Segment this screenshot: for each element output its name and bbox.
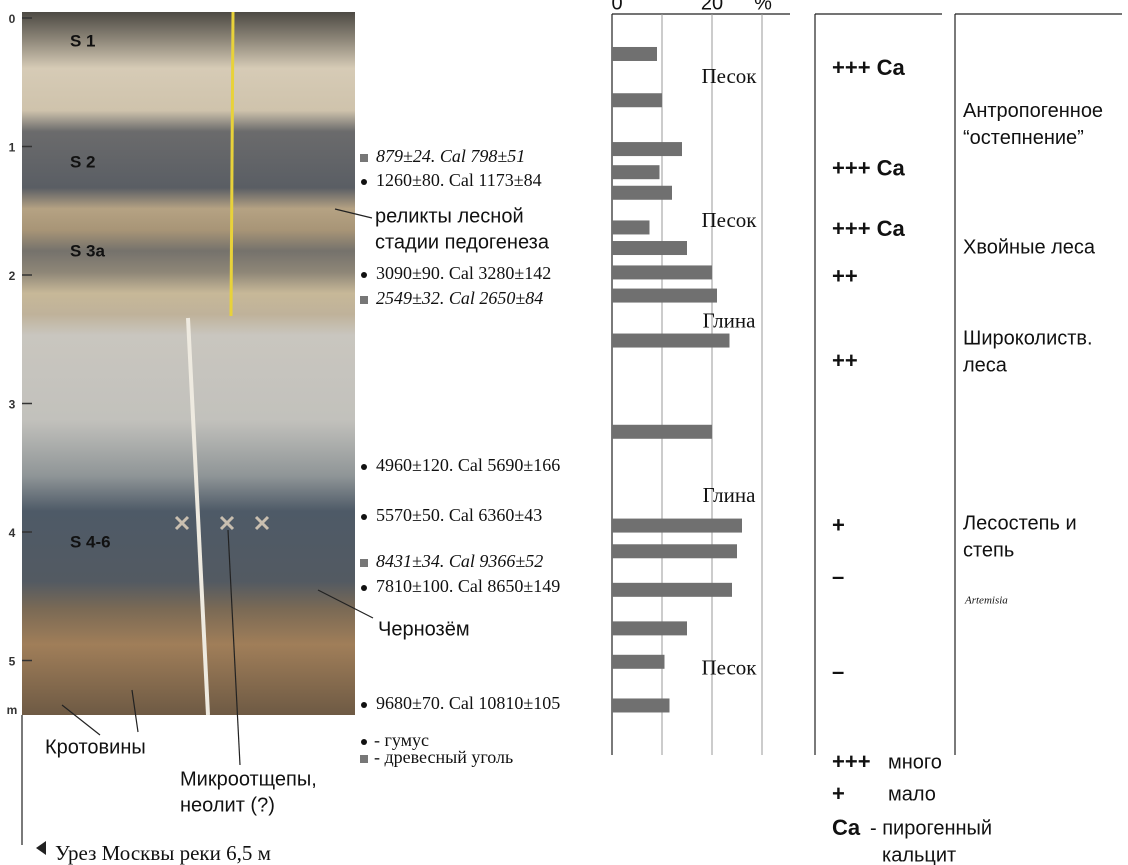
humus-marker: [361, 464, 367, 470]
horizon-label: S 1: [70, 31, 96, 50]
vegetation-label: Лесостепь и: [963, 512, 1077, 534]
bar: [612, 544, 737, 559]
date-label: 1260±80. Cal 1173±84: [376, 170, 542, 190]
annotation: стадии педогенеза: [375, 231, 550, 253]
humus-marker: [361, 585, 367, 591]
bar: [612, 333, 730, 348]
charcoal-marker: [360, 559, 368, 567]
date-label: 5570±50. Cal 6360±43: [376, 505, 542, 525]
vegetation-note: Artemisia: [964, 595, 1008, 607]
leader-lines: [61, 208, 374, 766]
bar: [612, 424, 712, 439]
calcite-legend-label: - пирогенный: [870, 817, 992, 839]
horizon-label: S 4-6: [70, 532, 111, 551]
texture-label: Глина: [703, 308, 757, 332]
calcite-mark: –: [832, 659, 844, 684]
calcite-legend-label: кальцит: [882, 844, 956, 865]
flake-marks: [174, 515, 270, 531]
vegetation-label: Широколиств.: [963, 327, 1093, 349]
bar: [612, 142, 682, 157]
annotation: Микроотщепы,: [180, 768, 317, 790]
humus-marker: [361, 514, 367, 520]
texture-label: Глина: [703, 483, 757, 507]
bar: [612, 165, 660, 180]
humus-marker: [361, 272, 367, 278]
bar: [612, 241, 687, 256]
x-tick-label: 20: [701, 0, 723, 14]
bar: [612, 518, 742, 533]
vegetation-label: Хвойные леса: [963, 236, 1096, 258]
depth-tick-label: 0: [9, 12, 16, 26]
annotation: реликты лесной: [375, 205, 524, 227]
date-label: 3090±90. Cal 3280±142: [376, 263, 551, 283]
humus-marker: [361, 739, 367, 745]
horizon-label: S 2: [70, 152, 96, 171]
texture-label: Песок: [701, 655, 757, 679]
bar: [612, 654, 665, 669]
depth-tick-label: 3: [9, 398, 16, 412]
bar: [612, 621, 687, 636]
date-label: 8431±34. Cal 9366±52: [376, 551, 543, 571]
calcite-mark: –: [832, 564, 844, 589]
calcite-legend-label: много: [888, 751, 942, 773]
calcite-mark: +: [832, 513, 845, 538]
calcite-mark: ++: [832, 263, 858, 288]
vegetation-label: леса: [963, 354, 1008, 376]
texture-label: Песок: [701, 64, 757, 88]
charcoal-marker: [360, 296, 368, 304]
calcite-mark: ++: [832, 348, 858, 373]
horizon-label: S 3a: [70, 241, 106, 260]
texture-label: Песок: [701, 208, 757, 232]
calcite-legend-symbol: +: [832, 781, 845, 806]
legend-label: - древесный уголь: [374, 747, 513, 767]
legend-label: - гумус: [374, 730, 429, 750]
tape: [229, 11, 235, 317]
date-label: 7810±100. Cal 8650±149: [376, 576, 560, 596]
date-label: 9680±70. Cal 10810±105: [376, 693, 560, 713]
vegetation-label: “остепнение”: [963, 127, 1084, 149]
bar: [612, 185, 672, 200]
calcite-legend-label: мало: [888, 783, 936, 805]
charcoal-marker: [360, 154, 368, 162]
calcite-mark: +++ Ca: [832, 155, 906, 180]
humus-marker: [361, 179, 367, 185]
charcoal-marker: [360, 755, 368, 763]
depth-unit: m: [7, 703, 18, 717]
vegetation-label: Антропогенное: [963, 100, 1103, 122]
calcite-legend-symbol: +++: [832, 749, 871, 774]
annotation: неолит (?): [180, 794, 275, 816]
date-label: 2549±32. Cal 2650±84: [376, 288, 543, 308]
bar: [612, 265, 712, 280]
date-label: 4960±120. Cal 5690±166: [376, 455, 560, 475]
bar: [612, 46, 657, 61]
annotation: Кротовины: [45, 736, 146, 758]
bar: [612, 220, 650, 235]
calcite-mark: +++ Ca: [832, 55, 906, 80]
bar: [612, 93, 662, 108]
depth-tick-label: 1: [9, 141, 16, 155]
bar: [612, 698, 670, 713]
humus-marker: [361, 702, 367, 708]
date-label: 879±24. Cal 798±51: [376, 146, 525, 166]
river-marker: [36, 841, 46, 855]
x-unit: %: [754, 0, 772, 14]
ruler: [186, 317, 210, 716]
depth-tick-label: 4: [9, 526, 16, 540]
depth-tick-label: 5: [9, 655, 16, 669]
bar: [612, 582, 732, 597]
calcite-mark: +++ Ca: [832, 216, 906, 241]
annotation: Урез Москвы реки 6,5 м: [55, 841, 271, 865]
calcite-legend-symbol: Ca: [832, 815, 861, 840]
depth-tick-label: 2: [9, 269, 16, 283]
vegetation-label: степь: [963, 539, 1014, 561]
x-tick-label: 0: [611, 0, 622, 14]
annotation: Чернозём: [378, 618, 470, 640]
bar: [612, 288, 717, 303]
